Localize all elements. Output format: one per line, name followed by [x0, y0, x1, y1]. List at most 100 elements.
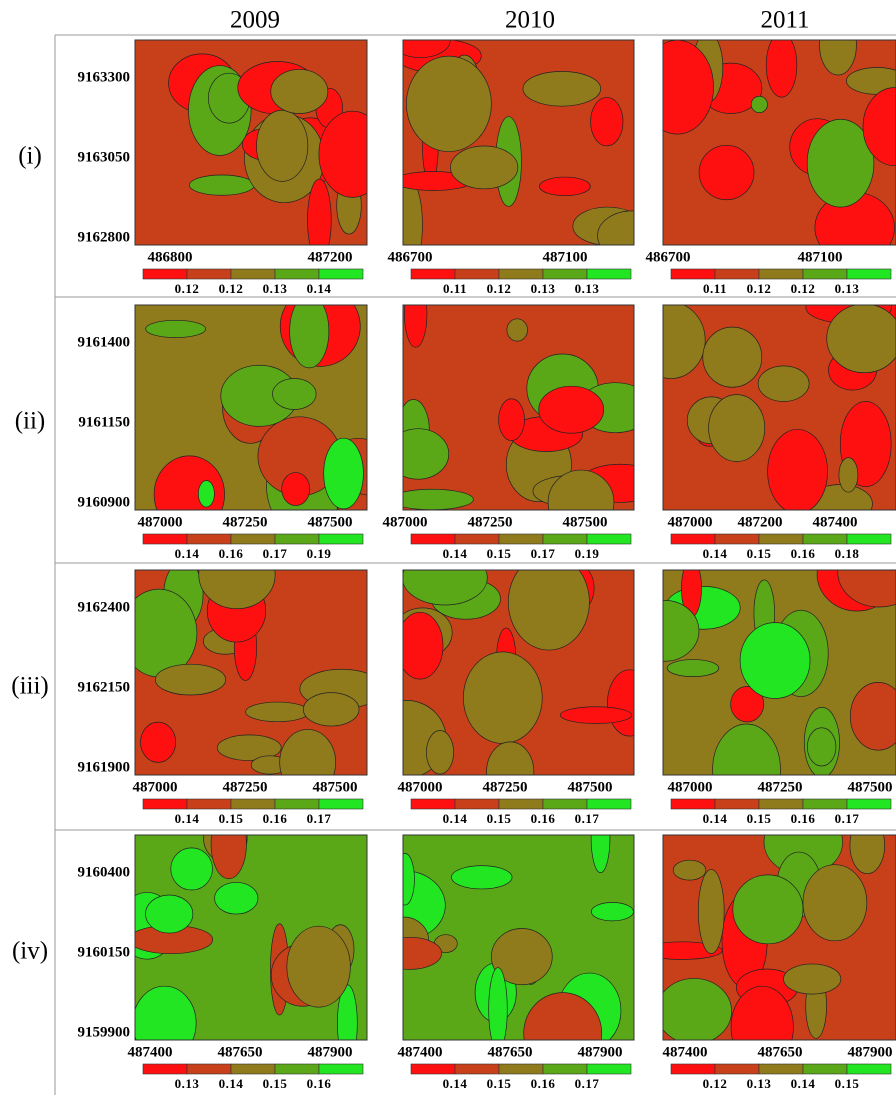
x-tick-label: 487250: [223, 514, 268, 530]
legend-label: 0.13: [263, 281, 288, 296]
x-tick-label: 487900: [308, 1044, 353, 1060]
contour-region: [145, 319, 206, 338]
y-tick-label: 9162150: [78, 679, 131, 695]
map-body: [135, 305, 367, 510]
map-border: [134, 304, 368, 511]
map-body: [663, 835, 896, 1040]
legend-swatch: [802, 268, 848, 280]
contour-region: [757, 365, 810, 402]
contour-region: [256, 109, 309, 182]
legend-label: 0.18: [835, 546, 860, 561]
contour-map: [134, 569, 368, 776]
row-label: (i): [18, 143, 42, 170]
contour-region: [559, 706, 633, 724]
legend-swatch: [454, 798, 500, 810]
map-border: [402, 569, 635, 776]
legend-swatch: [410, 798, 456, 810]
contour-region: [318, 110, 367, 198]
legend-swatch: [586, 798, 632, 810]
legend-label: 0.14: [175, 546, 200, 561]
contour-map: [134, 39, 368, 246]
row-label: (ii): [15, 408, 46, 435]
contour-region: [498, 398, 525, 441]
y-tick-label: 9163050: [78, 149, 131, 165]
legend-label: 0.11: [443, 281, 467, 296]
y-tick-label: 9161900: [78, 759, 131, 775]
contour-region: [403, 853, 415, 906]
legend-swatch: [186, 268, 232, 280]
contour-region: [806, 727, 837, 767]
map-body: [663, 570, 896, 775]
legend-label: 0.14: [175, 811, 200, 826]
legend-label: 0.15: [747, 546, 772, 561]
x-tick-label: 487500: [313, 779, 358, 795]
contour-region: [404, 305, 428, 348]
map-body: [403, 835, 634, 1040]
contour-region: [538, 385, 605, 434]
legend-swatch: [230, 533, 276, 545]
contour-region: [663, 305, 706, 379]
legend-label: 0.15: [487, 1076, 512, 1091]
legend-label: 0.13: [531, 281, 556, 296]
x-tick-label: 487400: [398, 1044, 443, 1060]
legend-swatch: [758, 798, 804, 810]
legend-label: 0.17: [263, 546, 288, 561]
contour-region: [189, 174, 255, 196]
contour-region: [522, 71, 602, 107]
contour-map: [134, 834, 368, 1041]
map-border: [402, 834, 635, 1041]
legend-swatch: [802, 1063, 848, 1075]
contour-region: [406, 55, 492, 153]
legend-swatch: [714, 1063, 760, 1075]
contour-region: [214, 882, 259, 915]
legend-swatch: [186, 1063, 232, 1075]
legend-swatch: [410, 268, 456, 280]
x-tick-label: 487650: [218, 1044, 263, 1060]
legend-label: 0.16: [307, 1076, 332, 1091]
legend-swatch: [318, 268, 364, 280]
legend-swatch: [498, 798, 544, 810]
contour-map: [662, 569, 896, 776]
x-tick-label: 487200: [738, 514, 783, 530]
contour-region: [403, 936, 442, 970]
y-tick-label: 9162400: [78, 599, 131, 615]
legend-swatch: [586, 1063, 632, 1075]
contour-region: [279, 729, 337, 775]
legend-swatch: [498, 533, 544, 545]
legend-swatch: [670, 533, 716, 545]
legend-label: 0.15: [487, 546, 512, 561]
map-body: [663, 305, 896, 510]
legend-label: 0.19: [307, 546, 332, 561]
legend-swatch: [410, 1063, 456, 1075]
legend-swatch: [498, 1063, 544, 1075]
contour-region: [272, 378, 317, 410]
contour-region: [663, 978, 732, 1040]
x-tick-label: 487000: [383, 514, 428, 530]
legend-label: 0.12: [219, 281, 244, 296]
contour-region: [666, 659, 720, 677]
contour-region: [523, 992, 603, 1040]
contour-region: [403, 611, 444, 680]
contour-region: [806, 118, 875, 208]
x-tick-label: 487400: [663, 1044, 708, 1060]
column-header: 2010: [505, 7, 555, 34]
contour-region: [767, 428, 828, 510]
legend-swatch: [714, 798, 760, 810]
map-body: [403, 570, 634, 775]
x-tick-label: 486700: [388, 249, 433, 265]
legend-swatch: [142, 1063, 188, 1075]
contour-region: [590, 97, 624, 147]
legend-label: 0.14: [443, 811, 468, 826]
legend-swatch: [230, 798, 276, 810]
legend-label: 0.14: [219, 1076, 244, 1091]
map-border: [134, 834, 368, 1041]
x-tick-label: 487250: [483, 779, 528, 795]
x-tick-label: 487250: [223, 779, 268, 795]
contour-map: [134, 304, 368, 511]
legend-swatch: [670, 268, 716, 280]
contour-region: [403, 428, 450, 480]
map-border: [662, 304, 896, 511]
contour-region: [154, 663, 227, 696]
legend-label: 0.15: [747, 811, 772, 826]
contour-region: [210, 835, 247, 880]
